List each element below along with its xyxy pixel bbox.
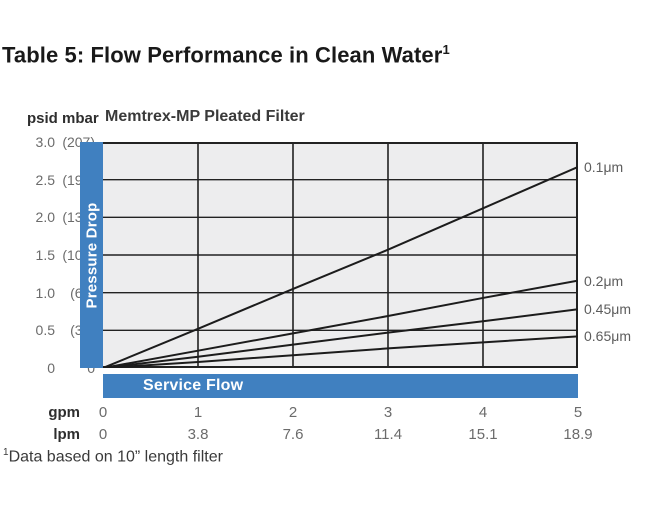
- y-axis-units-header: psid mbar: [27, 110, 99, 127]
- pressure-drop-axis-bar: Pressure Drop: [80, 142, 103, 368]
- x-tick-value: 4: [478, 404, 488, 421]
- x-tick-value: 3.8: [187, 426, 209, 443]
- y-tick-psid: 0: [47, 360, 55, 376]
- x-tick-value: 1: [193, 404, 203, 421]
- page-title: Table 5: Flow Performance in Clean Water…: [2, 42, 450, 68]
- y-tick-psid: 2.0: [35, 209, 55, 226]
- series-line-0.65μm: [103, 335, 578, 368]
- y-tick-psid: 1.5: [35, 247, 55, 263]
- y-tick-psid: 0.5: [35, 322, 55, 339]
- x-tick-value: 7.6: [282, 426, 304, 443]
- x-tick-value: 11.4: [373, 426, 403, 443]
- pressure-drop-axis-label: Pressure Drop: [83, 202, 101, 308]
- x-tick-value: 18.9: [563, 426, 593, 443]
- footnote: 1Data based on 10” length filter: [3, 447, 223, 466]
- x-tick-value: 3: [383, 404, 393, 421]
- y-tick-mbar: 0: [87, 360, 95, 376]
- y-tick-psid: 3.0: [35, 134, 55, 150]
- series-line-0.45μm: [103, 308, 578, 368]
- x-tick-value: 0: [98, 426, 108, 443]
- x-axis-gpm-label: gpm: [48, 404, 80, 421]
- chart-subtitle: Memtrex-MP Pleated Filter: [105, 108, 305, 125]
- x-axis-gpm-values: 0 1 2 3 4 5: [99, 404, 582, 422]
- x-axis-lpm-values: 0 3.8 7.6 11.4 15.1 18.9: [99, 426, 593, 444]
- service-flow-axis-label: Service Flow: [143, 377, 244, 394]
- series-label: 0.1μm: [584, 158, 624, 175]
- x-tick-value: 5: [573, 404, 583, 421]
- y-tick-psid: 2.5: [35, 171, 55, 188]
- y-tick-psid: 1.0: [35, 284, 55, 301]
- series-line-0.2μm: [103, 279, 578, 368]
- x-axis-lpm-label: lpm: [53, 426, 80, 443]
- chart-lines-svg: [103, 142, 578, 368]
- series-label: 0.2μm: [584, 272, 624, 289]
- footnote-superscript: 1: [3, 447, 9, 458]
- x-tick-value: 2: [288, 404, 298, 421]
- series-line-0.1μm: [103, 165, 578, 368]
- series-label: 0.45μm: [584, 301, 631, 318]
- page-title-superscript: 1: [442, 42, 450, 57]
- page-title-text: Table 5: Flow Performance in Clean Water: [2, 42, 443, 68]
- footnote-text: Data based on 10” length filter: [8, 448, 223, 466]
- plot-area: [103, 142, 578, 368]
- series-label: 0.65μm: [584, 328, 631, 345]
- x-tick-value: 15.1: [468, 426, 498, 443]
- x-tick-value: 0: [98, 404, 108, 421]
- service-flow-axis-bar: Service Flow: [103, 374, 578, 398]
